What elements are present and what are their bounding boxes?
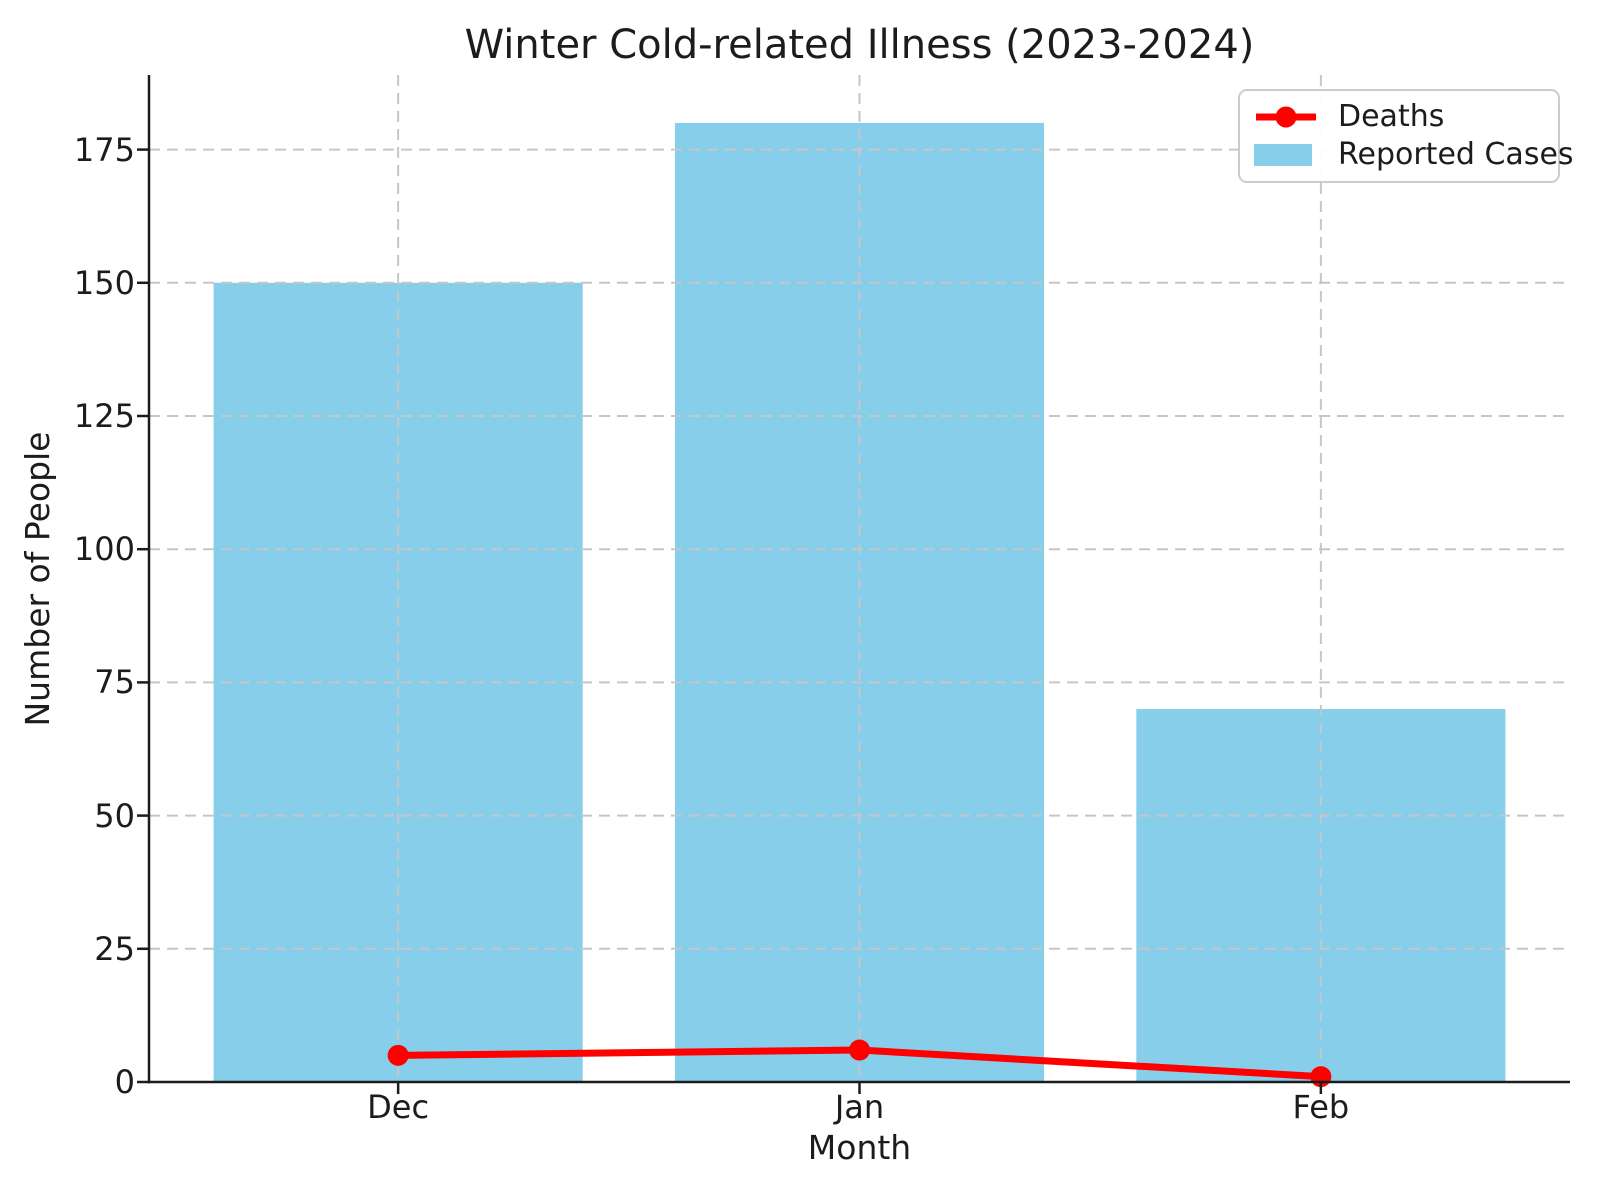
y-tick-label-75: 75 (94, 663, 135, 702)
y-tick-label-25: 25 (94, 929, 135, 968)
x-tick-label-jan: Jan (834, 1088, 885, 1126)
reported-cases-swatch-icon (1254, 144, 1318, 166)
legend-label-reported-cases: Reported Cases (1338, 137, 1574, 172)
y-tick-label-175: 175 (73, 130, 135, 169)
legend-label-deaths: Deaths (1338, 99, 1445, 134)
legend: Deaths Reported Cases (1238, 89, 1574, 183)
deaths-line-marker-icon (1254, 104, 1318, 130)
x-tick-label-feb: Feb (1292, 1088, 1350, 1126)
y-tick-label-0: 0 (114, 1063, 135, 1101)
deaths-marker-dec (387, 1044, 409, 1066)
x-axis-label: Month (807, 1128, 912, 1167)
x-tick-label-dec: Dec (367, 1088, 430, 1126)
legend-item-reported-cases: Reported Cases (1254, 137, 1574, 173)
y-axis-label: Number of People (18, 431, 57, 727)
legend-item-deaths: Deaths (1254, 99, 1544, 135)
deaths-marker-jan (849, 1039, 870, 1061)
y-tick-label-125: 125 (73, 396, 135, 435)
y-tick-label-150: 150 (73, 263, 135, 302)
y-tick-label-50: 50 (94, 796, 135, 835)
chart-title: Winter Cold-related Illness (2023-2024) (464, 22, 1255, 68)
y-tick-label-100: 100 (73, 530, 135, 569)
